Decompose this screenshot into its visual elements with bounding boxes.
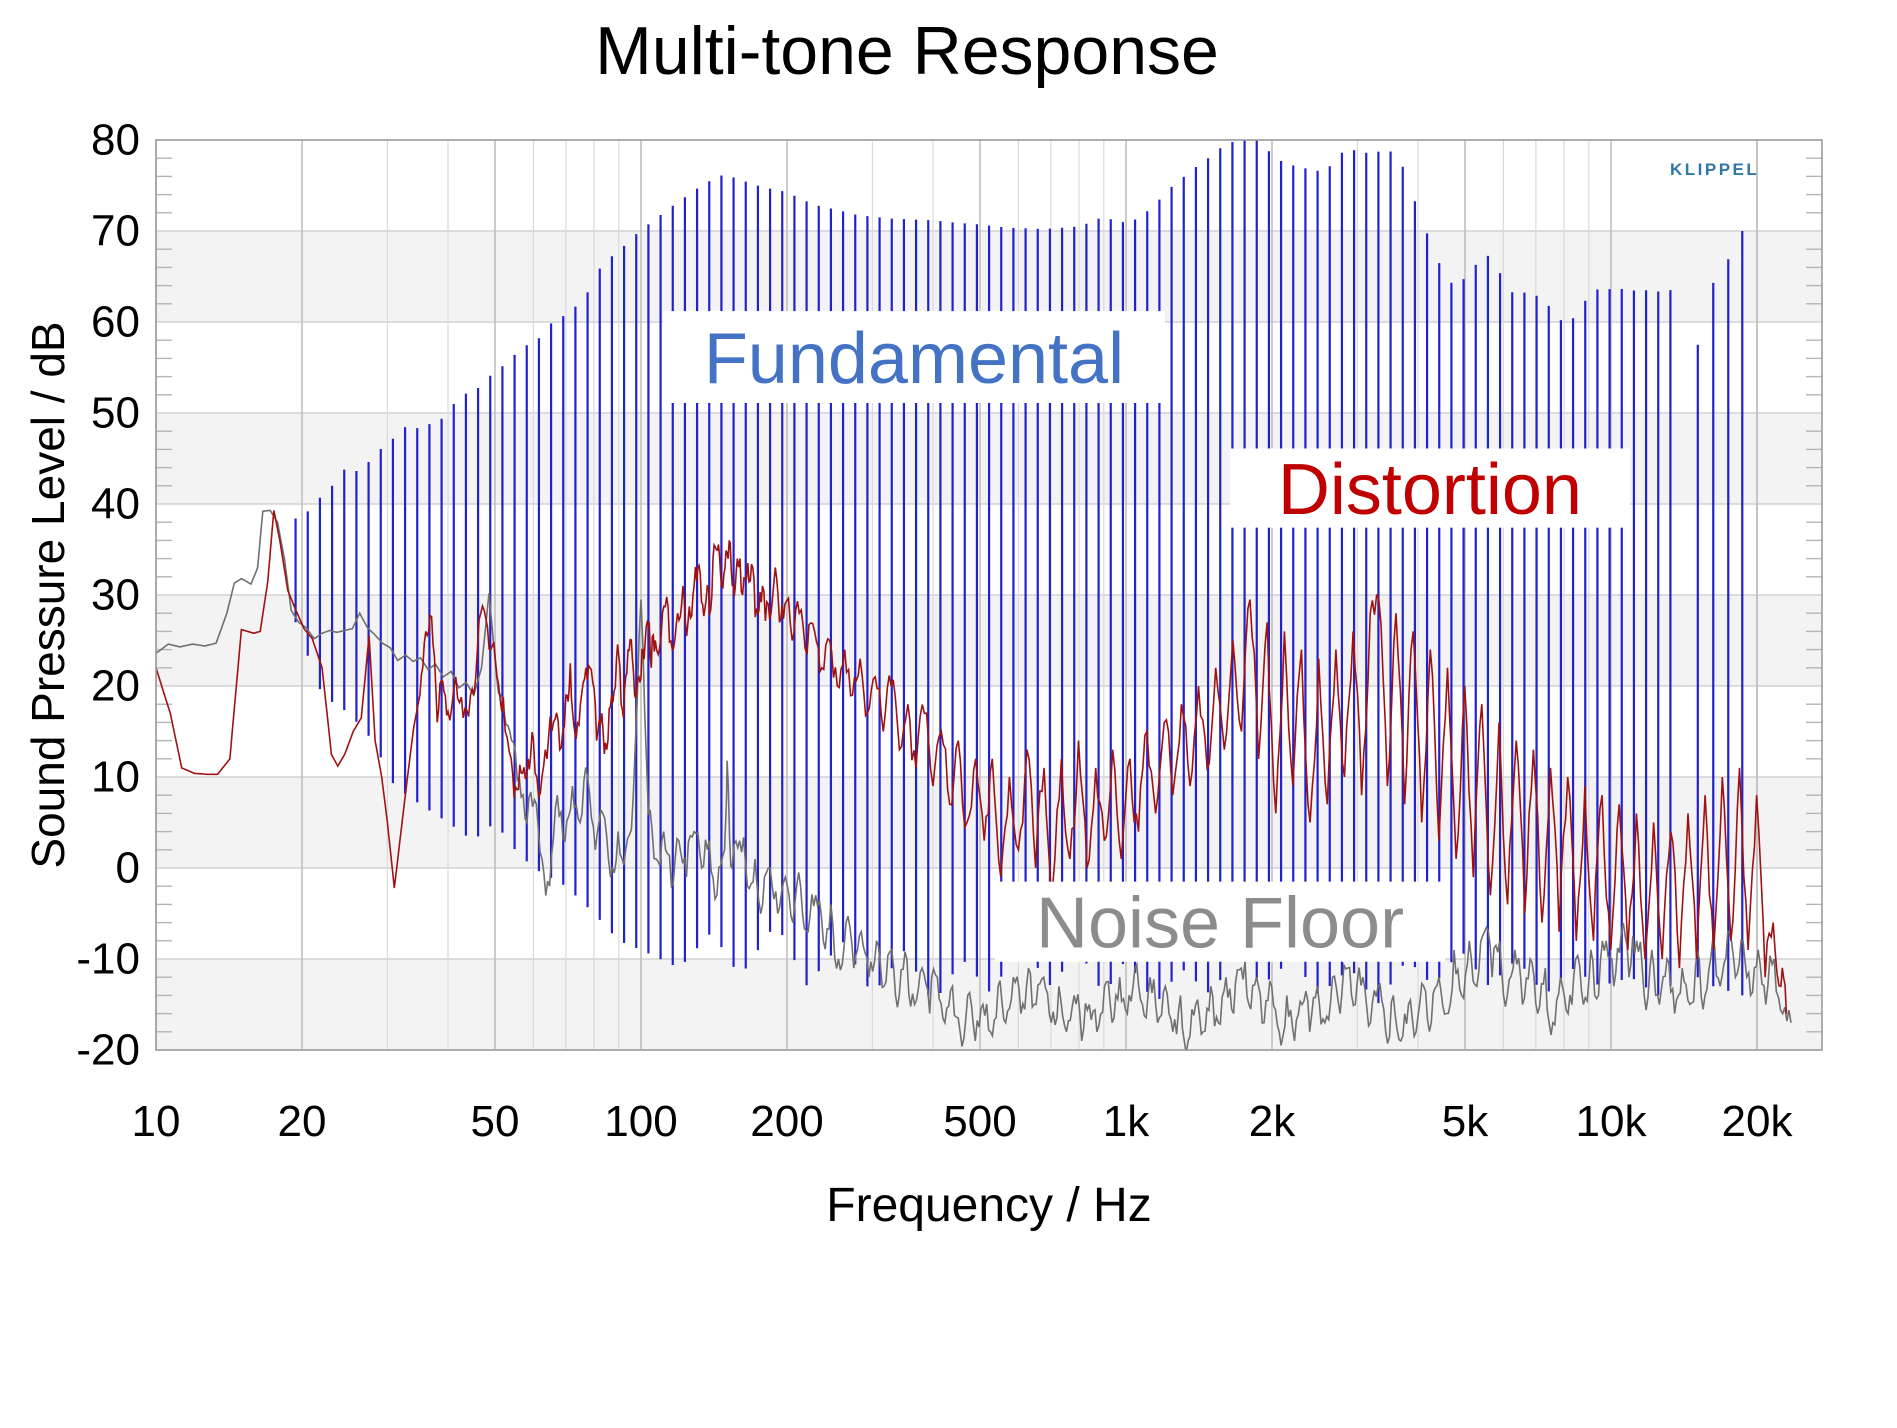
y-tick-label: 10 [91, 753, 140, 802]
x-tick-label: 100 [604, 1097, 677, 1146]
x-tick-label: 10 [132, 1097, 181, 1146]
x-tick-label: 50 [471, 1097, 520, 1146]
y-tick-label: 50 [91, 389, 140, 438]
y-tick-label: 80 [91, 116, 140, 165]
x-tick-label: 200 [750, 1097, 823, 1146]
y-tick-label: 60 [91, 298, 140, 347]
y-axis-title: Sound Pressure Level / dB [22, 321, 74, 869]
x-tick-label: 10k [1576, 1097, 1648, 1146]
annotation-distortion: Distortion [1229, 448, 1630, 530]
y-tick-label: -10 [76, 935, 140, 984]
noise-floor-curve [156, 509, 1792, 1051]
annotation-box [995, 881, 1445, 962]
y-tick-label: 30 [91, 571, 140, 620]
x-tick-label: 20k [1722, 1097, 1794, 1146]
y-tick-label: 20 [91, 662, 140, 711]
x-axis-title: Frequency / Hz [826, 1179, 1152, 1232]
fundamental-lines [294, 140, 1744, 1004]
annotation-box [1229, 448, 1630, 528]
annotation-box [662, 311, 1165, 403]
y-tick-label: 0 [116, 844, 140, 893]
y-tick-label: 40 [91, 480, 140, 529]
annotation-fundamental: Fundamental [662, 311, 1165, 403]
annotation-noise-floor: Noise Floor [995, 881, 1445, 964]
x-tick-label: 5k [1442, 1097, 1489, 1146]
y-tick-labels: 80 70 60 50 40 30 20 10 0 -10 -20 [76, 116, 140, 1075]
x-tick-label: 20 [278, 1097, 327, 1146]
y-minor-ticks [156, 157, 1822, 1033]
x-tick-label: 1k [1103, 1097, 1150, 1146]
distortion-curve [156, 510, 1788, 1014]
annotation-label: Distortion [1278, 450, 1582, 530]
x-tick-label: 500 [943, 1097, 1016, 1146]
klippel-logo: KLIPPEL [1670, 160, 1760, 179]
annotation-label: Fundamental [704, 319, 1124, 399]
y-tick-label: 70 [91, 207, 140, 256]
x-tick-label: 2k [1249, 1097, 1296, 1146]
chart-title: Multi-tone Response [595, 13, 1219, 89]
plot-border [155, 139, 1823, 1051]
x-tick-labels: 10 20 50 100 200 500 1k 2k 5k 10k 20k [132, 1097, 1794, 1146]
annotation-label: Noise Floor [1036, 884, 1404, 964]
y-tick-label: -20 [76, 1026, 140, 1075]
